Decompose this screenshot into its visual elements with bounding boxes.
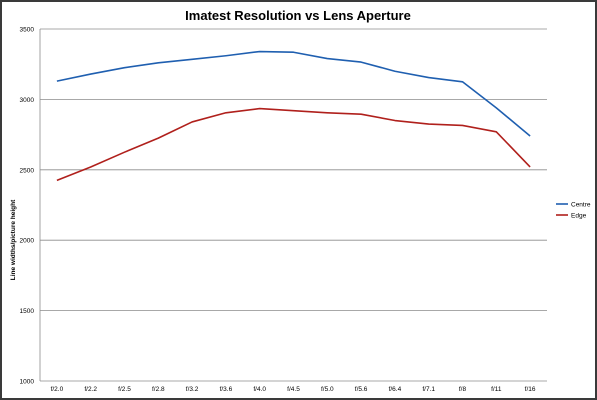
gridlines [40, 28, 547, 312]
y-tick-label: 2000 [20, 238, 35, 245]
series-line-centre [56, 50, 531, 137]
x-tick-label: f/4.5 [287, 386, 300, 393]
x-tick-label: f/5.6 [355, 386, 368, 393]
y-tick-label: 1000 [20, 379, 35, 386]
y-axis-label: Line widths/picture height [10, 199, 17, 280]
x-tick-label: f/3.2 [186, 386, 199, 393]
chart-title: Imatest Resolution vs Lens Aperture [185, 8, 411, 23]
y-tick-labels: 1000 1500 2000 2500 3000 3500 [20, 27, 35, 386]
x-tick-label: f/8 [459, 386, 467, 393]
y-tick-label: 3500 [20, 27, 35, 34]
series-lines [56, 50, 531, 182]
x-tick-label: f/2.5 [118, 386, 131, 393]
y-tick-label: 2500 [20, 167, 35, 174]
legend-label: Edge [571, 212, 587, 219]
legend-label: Centre [571, 201, 591, 208]
x-tick-label: f/3.6 [220, 386, 233, 393]
y-tick-label: 1500 [20, 308, 35, 315]
x-tick-label: f/2.2 [84, 386, 97, 393]
legend: Centre Edge [556, 201, 591, 219]
x-tick-label: f/2.8 [152, 386, 165, 393]
x-tick-label: f/5.0 [321, 386, 334, 393]
y-tick-label: 3000 [20, 97, 35, 104]
x-tick-label: f/2.0 [51, 386, 64, 393]
x-tick-label: f/6.4 [389, 386, 402, 393]
x-tick-label: f/4.0 [253, 386, 266, 393]
x-tick-label: f/7.1 [422, 386, 435, 393]
x-tick-label: f/11 [491, 386, 502, 393]
x-tick-labels: f/2.0 f/2.2 f/2.5 f/2.8 f/3.2 f/3.6 f/4.0 f/4.5… [51, 386, 536, 393]
x-tick-label: f/16 [525, 386, 536, 393]
axes [39, 29, 547, 382]
series-line-edge [56, 107, 531, 182]
